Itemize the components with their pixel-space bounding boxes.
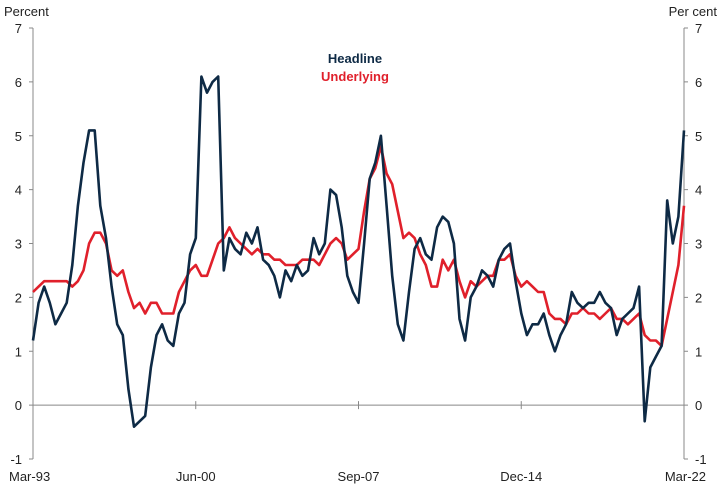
- axes: 7 7 6 6 5 5 4 4 3 3 2 2 1 1 0 0 -1 -1 Mar-93 Jun-00 Sep-07 De…: [9, 21, 707, 484]
- y-tick-label-left: 3: [15, 237, 22, 252]
- y-tick-label-left: 0: [15, 398, 22, 413]
- y-tick-label-right: 1: [695, 344, 702, 359]
- legend-underlying: Underlying: [321, 69, 389, 84]
- y-tick-label-left: -1: [10, 452, 22, 467]
- left-axis-label: Percent: [4, 4, 49, 19]
- y-tick-label-left: 1: [15, 344, 22, 359]
- x-tick-label: Dec-14: [500, 469, 542, 484]
- y-tick-label-right: 6: [695, 75, 702, 90]
- y-tick-label-right: 0: [695, 398, 702, 413]
- y-tick-label-right: 5: [695, 129, 702, 144]
- x-tick-label: Sep-07: [338, 469, 380, 484]
- x-tick-label: Jun-00: [176, 469, 216, 484]
- y-tick-label-right: 4: [695, 183, 702, 198]
- y-tick-label-left: 7: [15, 21, 22, 36]
- series-lines: [31, 75, 686, 429]
- y-tick-label-right: -1: [695, 452, 707, 467]
- y-tick-label-right: 7: [695, 21, 702, 36]
- y-tick-label-right: 3: [695, 237, 702, 252]
- series-line-underlying: [32, 145, 686, 348]
- y-tick-label-left: 6: [15, 75, 22, 90]
- y-tick-label-left: 5: [15, 129, 22, 144]
- y-tick-label-left: 4: [15, 183, 22, 198]
- x-tick-label: Mar-93: [9, 469, 50, 484]
- y-tick-label-left: 2: [15, 290, 22, 305]
- y-tick-label-right: 2: [695, 290, 702, 305]
- legend-headline: Headline: [328, 51, 382, 66]
- x-tick-label: Mar-22: [665, 469, 706, 484]
- right-axis-label: Per cent: [669, 4, 718, 19]
- series-line-headline: [31, 75, 686, 429]
